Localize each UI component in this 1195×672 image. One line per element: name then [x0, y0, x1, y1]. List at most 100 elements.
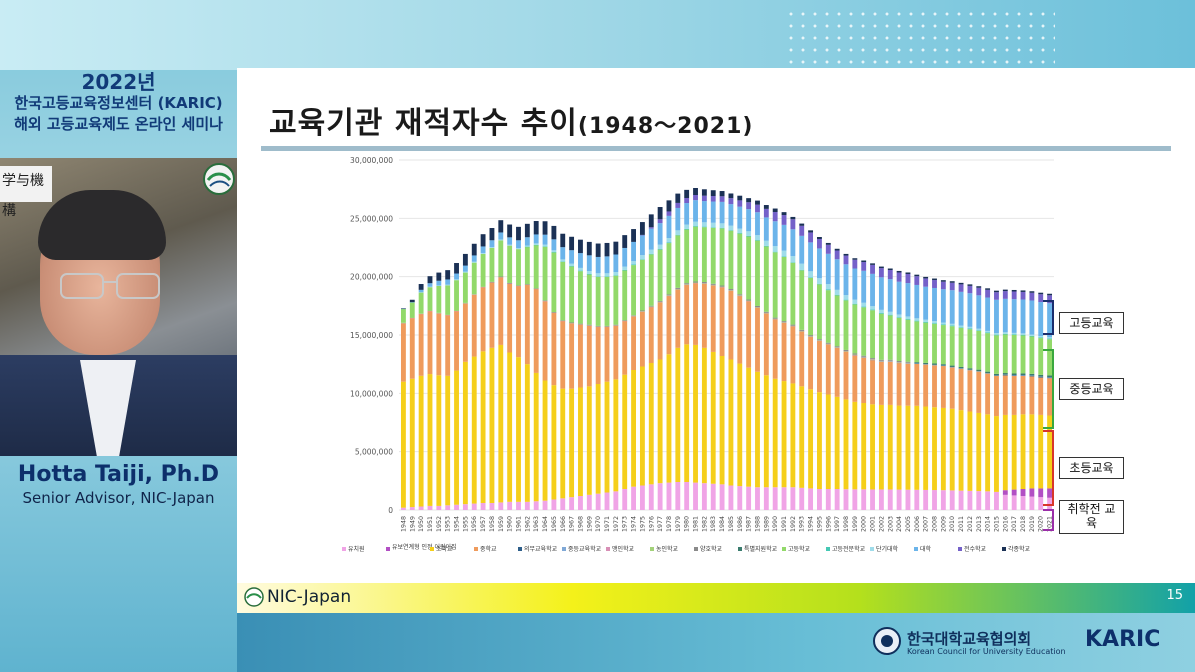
bar-segment [843, 300, 849, 350]
bar-segment [578, 496, 583, 510]
legend-swatch [430, 547, 434, 551]
bar-segment [763, 313, 769, 376]
bar-segment [728, 290, 734, 291]
bar-segment [790, 324, 796, 326]
bar-segment [728, 290, 734, 291]
bar-segment [737, 295, 743, 296]
bar-segment [693, 482, 698, 510]
bar-segment [1011, 291, 1017, 300]
bar-segment [445, 270, 451, 280]
x-tick-label: 1956 [471, 516, 478, 532]
video-logo-text: 学与機構 [2, 173, 44, 219]
legend-label: 고등학교 [788, 545, 811, 553]
bar-segment [967, 369, 973, 371]
legend-label: 유보연계형 인정 어린이집 [392, 543, 457, 551]
bar-segment [994, 333, 999, 335]
x-tick-label: 1996 [825, 516, 832, 532]
bar-segment [772, 317, 778, 319]
legend-swatch [694, 547, 698, 551]
bar-segment [763, 205, 769, 209]
bar-segment [542, 380, 548, 501]
bar-segment [932, 364, 937, 366]
category-label-primary: 초등교육 [1059, 457, 1124, 479]
bar-segment [1020, 414, 1026, 489]
x-tick-label: 1969 [586, 516, 593, 532]
x-tick-label: 1993 [799, 516, 806, 532]
y-tick-label: 10,000,000 [350, 389, 393, 398]
bar-segment [569, 323, 575, 324]
bar-segment [1029, 375, 1035, 377]
bar-segment [516, 357, 521, 502]
bar-segment [958, 291, 964, 326]
bar-segment [728, 225, 734, 231]
bar-segment [551, 385, 557, 500]
bar-segment [772, 319, 778, 379]
bar-segment [631, 486, 636, 510]
bar-segment [976, 371, 982, 372]
bar-segment [560, 321, 566, 389]
bar-segment [1002, 291, 1008, 299]
bar-segment [1029, 336, 1035, 374]
bar-segment [454, 504, 459, 510]
bar-segment [958, 366, 964, 369]
x-tick-label: 1976 [648, 516, 655, 532]
bar-segment [852, 489, 858, 510]
bar-segment [914, 321, 920, 363]
bar-segment [1011, 332, 1017, 335]
bar-segment [887, 279, 893, 312]
bar-segment [666, 294, 672, 296]
bar-segment [746, 209, 752, 232]
bar-segment [887, 270, 893, 280]
bar-segment [542, 500, 548, 510]
bar-segment [639, 255, 645, 260]
bar-segment [808, 389, 814, 489]
bar-segment [790, 219, 796, 230]
bar-segment [1038, 292, 1044, 295]
bar-segment [480, 286, 486, 288]
bar-segment [569, 323, 575, 389]
bar-segment [790, 262, 796, 263]
bar-segment [710, 227, 716, 228]
bar-segment [613, 254, 619, 272]
x-tick-label: 1975 [639, 516, 646, 532]
bar-segment [489, 247, 495, 282]
bar-segment [462, 272, 468, 303]
bar-segment [489, 282, 495, 348]
bar-segment [666, 215, 672, 239]
bar-segment [1011, 489, 1017, 496]
bar-segment [852, 259, 858, 269]
bar-segment [604, 326, 610, 328]
bar-segment [834, 396, 840, 489]
bar-segment [1047, 337, 1053, 339]
bar-segment [595, 273, 601, 277]
bar-segment [861, 356, 867, 358]
bar-segment [648, 249, 654, 254]
bar-segment [870, 359, 875, 360]
bar-segment [657, 207, 663, 220]
bar-segment [578, 239, 583, 254]
legend-label: 중학교 [480, 545, 497, 553]
bar-segment [932, 321, 937, 324]
bar-segment [498, 502, 504, 510]
bar-segment [604, 256, 610, 274]
bar-segment [870, 264, 875, 274]
bar-segment [498, 240, 504, 277]
bar-segment [834, 250, 840, 260]
x-tick-label: 1955 [462, 516, 469, 532]
bar-segment [914, 318, 920, 321]
bar-segment [684, 344, 690, 482]
x-tick-label: 1967 [569, 516, 576, 532]
bar-segment [1002, 298, 1008, 333]
bar-segment [843, 351, 849, 400]
bar-segment [896, 489, 902, 510]
bar-segment [1038, 337, 1044, 339]
bar-segment [817, 339, 822, 341]
bar-segment [967, 368, 973, 370]
bar-segment [781, 215, 787, 225]
legend-label: 농인학교 [656, 545, 679, 553]
bar-segment [533, 288, 539, 289]
bar-segment [551, 239, 557, 251]
legend-label: 대학 [920, 545, 932, 553]
bar-segment [843, 253, 849, 256]
bar-segment [533, 372, 539, 502]
